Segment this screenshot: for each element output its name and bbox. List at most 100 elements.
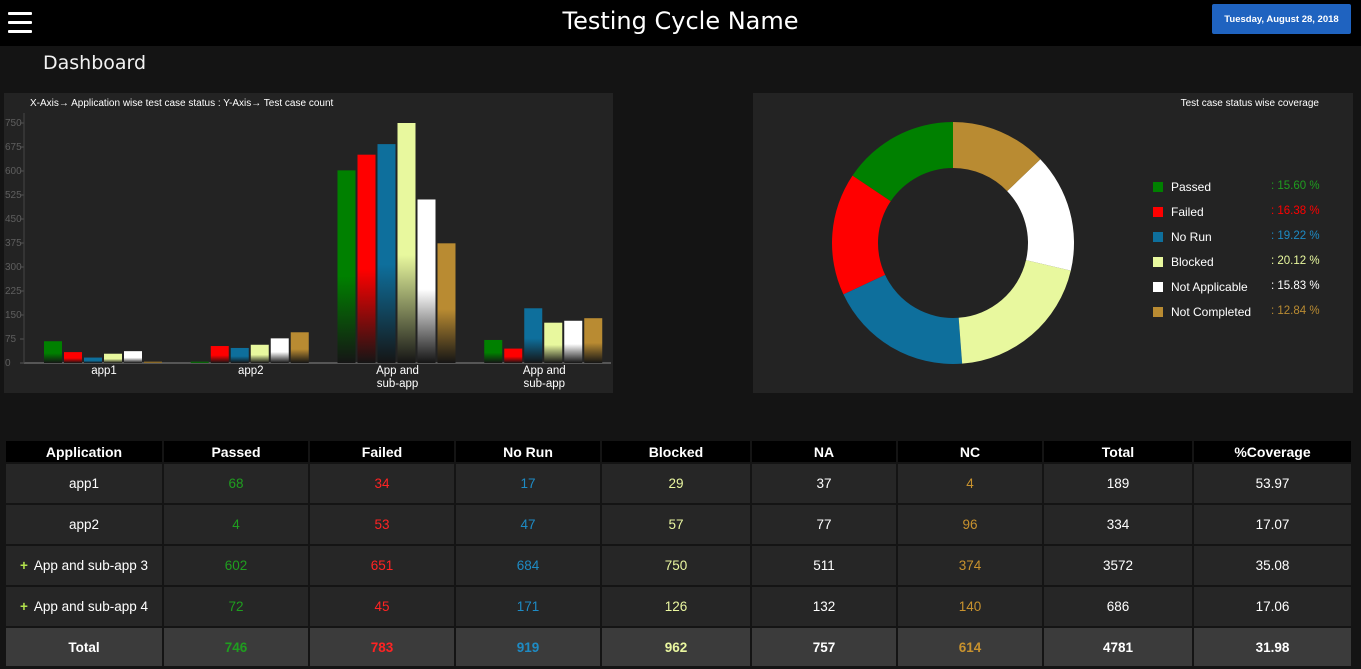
bar-norun [524,308,543,363]
cell-blocked: 57 [602,505,750,544]
donut-slice-failed [832,175,891,295]
expand-plus-icon[interactable]: + [20,558,28,573]
x-tick-label: sub-app [377,378,419,390]
cell-blocked: 29 [602,464,750,503]
table-header-row: Application Passed Failed No Run Blocked… [6,441,1351,462]
bar-blocked [104,353,122,363]
legend-label: Blocked [1171,255,1214,269]
bar-failed [357,154,376,363]
header-total[interactable]: Total [1044,441,1192,462]
legend-item-passed[interactable]: Passed : 15.60 % [1153,179,1343,204]
bar-chart-panel: X-Axis→ Application wise test case statu… [4,93,613,393]
y-tick-label: 450 [5,214,22,225]
cell-coverage: 31.98 [1194,628,1351,666]
cell-norun: 919 [456,628,600,666]
legend-percentage: : 15.60 % [1271,180,1320,192]
cell-na: 757 [752,628,896,666]
bar-failed [210,346,229,363]
legend-item-nc[interactable]: Not Completed : 12.84 % [1153,304,1343,329]
legend-label: Not Completed [1171,305,1252,319]
cell-na: 511 [752,546,896,585]
x-tick-label: App and [376,365,419,377]
table-row[interactable]: app1 68 34 17 29 37 4 189 53.97 [6,464,1351,503]
cell-passed: 72 [164,587,308,626]
cell-application: + App and sub-app 4 [6,587,162,626]
bar-passed [337,170,356,363]
table-total-row: Total 746 783 919 962 757 614 4781 31.98 [6,628,1351,666]
header-norun[interactable]: No Run [456,441,600,462]
status-table: Application Passed Failed No Run Blocked… [4,439,1353,668]
cell-coverage: 17.07 [1194,505,1351,544]
bar-failed [64,352,82,363]
cell-total: 334 [1044,505,1192,544]
table-row[interactable]: app2 4 53 47 57 77 96 334 17.07 [6,505,1351,544]
donut-chart [832,122,1074,364]
y-tick-label: 675 [5,142,22,153]
cell-na: 132 [752,587,896,626]
donut-slice-blocked [958,260,1071,364]
legend-label: No Run [1171,230,1212,244]
cell-application: app1 [6,464,162,503]
header-failed[interactable]: Failed [310,441,454,462]
header-nc[interactable]: NC [898,441,1042,462]
table-row[interactable]: + App and sub-app 4 72 45 171 126 132 140… [6,587,1351,626]
table-row[interactable]: + App and sub-app 3 602 651 684 750 511 3… [6,546,1351,585]
x-tick-label: App and [523,365,566,377]
cell-total: 189 [1044,464,1192,503]
bar-passed [44,341,62,363]
expand-plus-icon[interactable]: + [20,599,28,614]
cell-failed: 651 [310,546,454,585]
cell-norun: 171 [456,587,600,626]
header-application[interactable]: Application [6,441,162,462]
x-tick-label: app1 [91,365,117,377]
top-bar: Testing Cycle Name Tuesday, August 28, 2… [0,0,1361,46]
legend-percentage: : 12.84 % [1271,305,1320,317]
bar-nc [584,318,603,363]
y-tick-label: 525 [5,190,22,201]
legend-item-blocked[interactable]: Blocked: 20.12 % [1153,254,1343,279]
legend-item-failed[interactable]: Failed: 16.38 % [1153,204,1343,229]
bar-passed [484,339,503,363]
donut-slice-norun [843,274,963,364]
bar-passed [190,361,209,363]
legend-swatch [1153,257,1163,267]
cell-passed: 602 [164,546,308,585]
header-passed[interactable]: Passed [164,441,308,462]
header-coverage[interactable]: %Coverage [1194,441,1351,462]
pie-chart-panel: Test case status wise coverage Passed: 1… [753,93,1353,393]
y-tick-label: 225 [5,286,22,297]
x-tick-label: app2 [238,365,264,377]
cell-nc: 96 [898,505,1042,544]
cell-coverage: 53.97 [1194,464,1351,503]
legend-label: Not Applicable [1171,280,1248,294]
bar-na [417,199,436,363]
bar-blocked [397,123,416,363]
bar-blocked [250,344,269,363]
legend-item-norun[interactable]: No Run : 19.22 % [1153,229,1343,254]
cell-application: + App and sub-app 3 [6,546,162,585]
cell-failed: 53 [310,505,454,544]
cell-nc: 140 [898,587,1042,626]
cell-blocked: 962 [602,628,750,666]
legend-item-na[interactable]: Not Applicable: 15.83 % [1153,279,1343,304]
cell-blocked: 126 [602,587,750,626]
cell-failed: 783 [310,628,454,666]
legend-swatch [1153,182,1163,192]
legend-label: Passed [1171,180,1212,194]
legend-percentage: : 19.22 % [1271,230,1320,242]
pie-legend: Passed : 15.60 % Failed: 16.38 % No Run : 19… [1153,179,1343,329]
cell-na: 37 [752,464,896,503]
cell-nc: 614 [898,628,1042,666]
y-tick-label: 375 [5,238,22,249]
bar-na [564,320,583,363]
app-title: Testing Cycle Name [562,7,799,35]
header-na[interactable]: NA [752,441,896,462]
header-blocked[interactable]: Blocked [602,441,750,462]
legend-label: Failed [1171,205,1204,219]
cell-coverage: 17.06 [1194,587,1351,626]
legend-swatch [1153,232,1163,242]
legend-swatch [1153,307,1163,317]
hamburger-menu-icon[interactable] [8,12,32,34]
date-badge: Tuesday, August 28, 2018 [1212,4,1351,34]
bar-nc [144,361,162,363]
